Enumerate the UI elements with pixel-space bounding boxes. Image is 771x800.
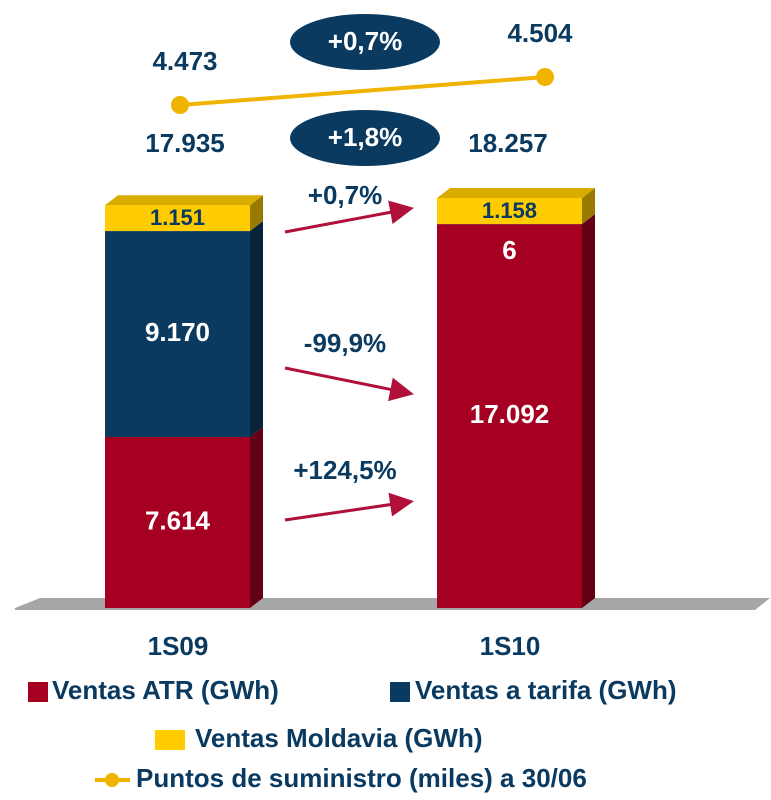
- line-point: [536, 68, 554, 86]
- value-label: 1.151: [150, 205, 205, 230]
- value-label: 9.170: [145, 317, 210, 347]
- bar-segment: [105, 205, 250, 232]
- arrow-label: -99,9%: [304, 328, 386, 358]
- legend-label: Ventas a tarifa (GWh): [415, 675, 677, 705]
- bar-segment: [105, 437, 250, 608]
- legend-label: Ventas Moldavia (GWh): [195, 723, 483, 753]
- bar-segment: [437, 198, 582, 225]
- bar-segment: [105, 231, 250, 438]
- line-point: [171, 96, 189, 114]
- value-label: 17.092: [470, 399, 550, 429]
- arrow: [284, 200, 414, 234]
- legend-swatch: [155, 730, 185, 750]
- arrow-label: +124,5%: [293, 455, 396, 485]
- legend-swatch: [390, 682, 410, 702]
- legend-dot: [105, 773, 119, 787]
- arrow: [284, 366, 414, 402]
- bar-side: [250, 427, 263, 608]
- value-label: 7.614: [145, 505, 211, 535]
- line-label: 4.473: [152, 46, 217, 76]
- legend-label: Ventas ATR (GWh): [52, 675, 279, 705]
- bar-side: [582, 188, 595, 225]
- bar-top: [437, 188, 595, 198]
- value-label: 1.158: [482, 198, 537, 223]
- total-label: 18.257: [468, 128, 548, 158]
- bar-segment: [437, 224, 582, 608]
- value-label: 6: [502, 235, 516, 265]
- legend-label: Puntos de suministro (miles) a 30/06: [136, 763, 587, 793]
- x-tick-label: 1S10: [480, 631, 541, 661]
- bubble-label: +0,7%: [328, 26, 402, 56]
- line-label: 4.504: [507, 18, 573, 48]
- bar-side: [582, 214, 595, 225]
- bubble: [290, 110, 440, 166]
- total-label: 17.935: [145, 128, 225, 158]
- bubble: [290, 14, 440, 70]
- bar-side: [250, 221, 263, 438]
- line: [179, 75, 546, 107]
- bar-side: [582, 214, 595, 608]
- x-tick-label: 1S09: [148, 631, 209, 661]
- bar-side: [250, 195, 263, 232]
- bubble-label: +1,8%: [328, 122, 402, 152]
- bar-top: [105, 195, 263, 206]
- arrow-label: +0,7%: [308, 180, 382, 210]
- arrow: [284, 492, 414, 522]
- legend-swatch: [28, 682, 48, 702]
